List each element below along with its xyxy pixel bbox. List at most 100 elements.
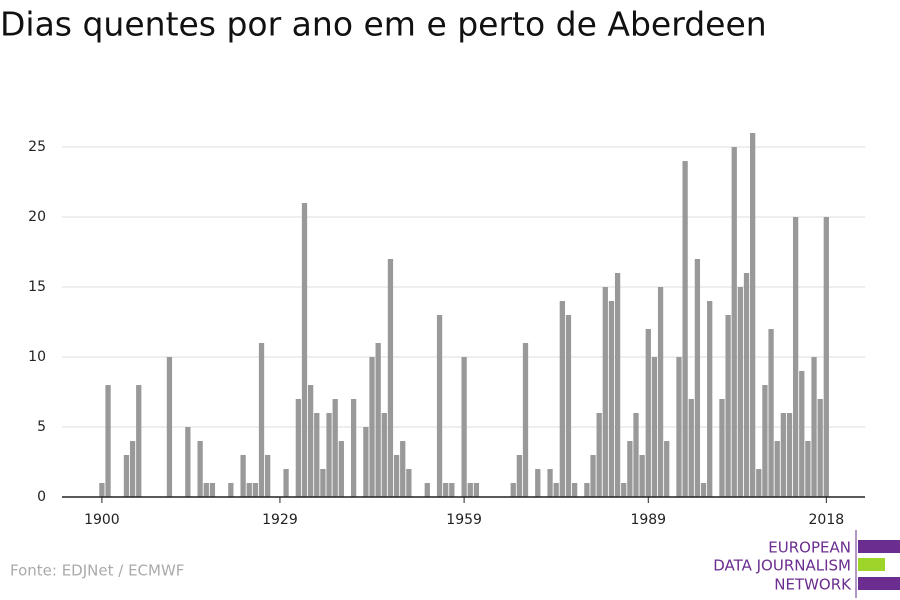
x-tick-label: 1989 bbox=[630, 512, 666, 528]
bar bbox=[307, 385, 314, 497]
bar bbox=[516, 455, 523, 497]
bar bbox=[645, 329, 651, 497]
x-tick-label: 2018 bbox=[809, 512, 845, 528]
bar bbox=[590, 455, 596, 497]
x-tick-label: 1929 bbox=[262, 512, 298, 528]
bar bbox=[185, 427, 191, 497]
bar bbox=[676, 357, 682, 497]
bar bbox=[369, 357, 375, 497]
bar bbox=[688, 399, 694, 497]
bar bbox=[510, 483, 516, 497]
bar bbox=[774, 441, 780, 497]
bar bbox=[633, 413, 639, 497]
bar bbox=[203, 483, 209, 497]
bar bbox=[338, 441, 344, 497]
bar bbox=[136, 385, 142, 497]
bar bbox=[682, 161, 688, 497]
bar bbox=[129, 441, 136, 497]
bar bbox=[424, 483, 430, 497]
x-tick-label: 1900 bbox=[84, 512, 120, 528]
bar bbox=[725, 315, 731, 497]
bar bbox=[320, 469, 326, 497]
bar bbox=[332, 399, 338, 497]
bar bbox=[436, 315, 443, 497]
x-tick-label: 1959 bbox=[446, 512, 482, 528]
y-tick-label: 10 bbox=[28, 349, 46, 365]
bar bbox=[228, 483, 234, 497]
bar bbox=[473, 483, 480, 497]
bar bbox=[737, 287, 744, 497]
y-tick-label: 15 bbox=[28, 279, 46, 295]
bar bbox=[363, 427, 369, 497]
y-tick-label: 0 bbox=[37, 489, 46, 505]
bar bbox=[657, 287, 664, 497]
bar bbox=[792, 217, 799, 497]
bar bbox=[786, 413, 793, 497]
y-tick-label: 5 bbox=[37, 419, 46, 435]
bar bbox=[522, 343, 529, 497]
logo-text: EUROPEAN bbox=[768, 539, 851, 557]
y-tick-label: 25 bbox=[28, 139, 46, 155]
bar bbox=[621, 483, 627, 497]
source: Fonte: EDJNet / ECMWF bbox=[10, 562, 184, 580]
logo-bar bbox=[858, 577, 900, 590]
bar bbox=[461, 357, 467, 497]
logo-bar bbox=[858, 558, 885, 571]
bar bbox=[240, 455, 246, 497]
bar bbox=[547, 469, 553, 497]
bar bbox=[584, 483, 590, 497]
bar bbox=[443, 483, 449, 497]
bar bbox=[393, 455, 400, 497]
bar bbox=[252, 483, 259, 497]
bar bbox=[283, 469, 289, 497]
bar bbox=[762, 385, 768, 497]
bar bbox=[700, 483, 707, 497]
bar bbox=[265, 455, 271, 497]
bar bbox=[627, 441, 633, 497]
bar bbox=[166, 357, 173, 497]
bar bbox=[559, 301, 565, 497]
bar bbox=[350, 399, 357, 497]
bar bbox=[694, 259, 701, 497]
logo-text: NETWORK bbox=[774, 576, 852, 594]
bar bbox=[639, 455, 645, 497]
bar bbox=[295, 399, 301, 497]
bar bbox=[565, 315, 572, 497]
bar bbox=[387, 259, 394, 497]
bar bbox=[375, 343, 381, 497]
bar bbox=[105, 385, 111, 497]
bar bbox=[799, 371, 805, 497]
bar bbox=[719, 399, 725, 497]
bar bbox=[823, 217, 829, 497]
bar bbox=[381, 413, 387, 497]
bar bbox=[664, 441, 670, 497]
bar bbox=[805, 441, 811, 497]
bar bbox=[750, 133, 756, 497]
bar bbox=[406, 469, 412, 497]
bar bbox=[614, 273, 621, 497]
bar bbox=[743, 273, 750, 497]
bar bbox=[817, 399, 823, 497]
logo-bar bbox=[858, 540, 900, 553]
bar bbox=[571, 483, 578, 497]
bar bbox=[780, 413, 786, 497]
bar bbox=[258, 343, 265, 497]
y-tick-label: 20 bbox=[28, 209, 46, 225]
chart-title: Dias quentes por ano em e perto de Aberd… bbox=[0, 5, 767, 44]
bar bbox=[246, 483, 252, 497]
bar bbox=[400, 441, 406, 497]
bar bbox=[99, 483, 105, 497]
bar bbox=[535, 469, 541, 497]
bar bbox=[596, 413, 602, 497]
bar bbox=[467, 483, 473, 497]
bar bbox=[651, 357, 658, 497]
bar bbox=[731, 147, 737, 497]
bar bbox=[197, 441, 203, 497]
bar bbox=[768, 329, 774, 497]
bar bbox=[449, 483, 455, 497]
bar bbox=[608, 301, 615, 497]
logo-text: DATA JOURNALISM bbox=[713, 557, 851, 575]
bar bbox=[553, 483, 559, 497]
bar bbox=[707, 301, 713, 497]
